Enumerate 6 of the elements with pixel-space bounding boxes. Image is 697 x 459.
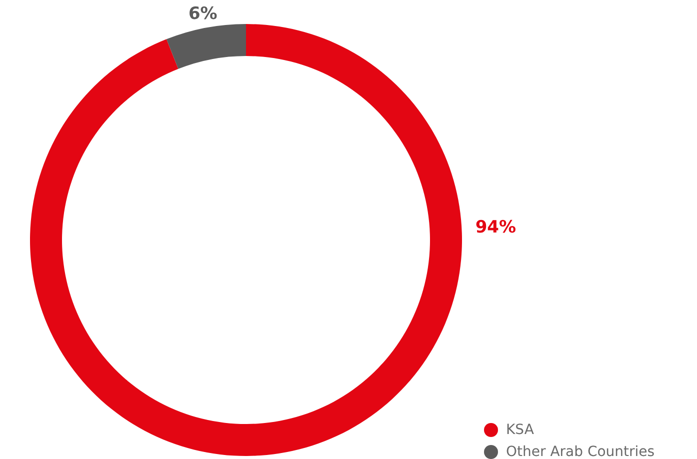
donut-slice <box>166 24 246 69</box>
legend-label: Other Arab Countries <box>506 444 655 459</box>
legend-label: KSA <box>506 422 534 438</box>
data-label: 6% <box>188 4 218 24</box>
donut-slice <box>30 24 462 456</box>
data-label: 94% <box>475 218 516 238</box>
